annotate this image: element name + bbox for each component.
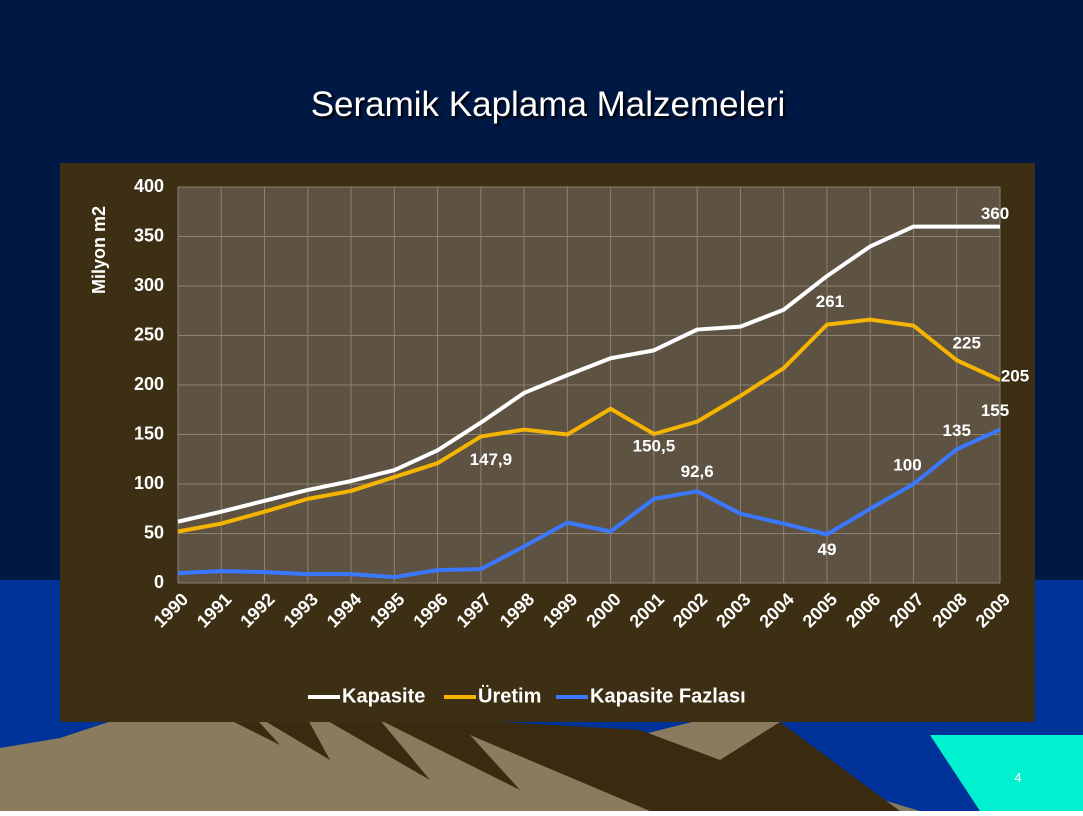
data-label: 150,5 <box>633 436 676 455</box>
data-label: 49 <box>817 540 836 559</box>
y-tick-label: 250 <box>134 324 164 344</box>
data-label: 100 <box>893 455 921 474</box>
slide: 4 Seramik Kaplama Malzemeleri Milyon m2 … <box>0 0 1083 811</box>
data-label: 261 <box>816 292 844 311</box>
y-tick-label: 350 <box>134 225 164 245</box>
y-axis-label: Milyon m2 <box>89 206 109 294</box>
data-label: 147,9 <box>470 450 513 469</box>
y-tick-label: 0 <box>154 572 164 592</box>
y-tick-label: 200 <box>134 374 164 394</box>
legend-label: Kapasite <box>342 685 425 707</box>
legend-label: Kapasite Fazlası <box>590 685 746 707</box>
data-label: 135 <box>943 421 971 440</box>
y-tick-label: 150 <box>134 423 164 443</box>
slide-title: Seramik Kaplama Malzemeleri <box>311 85 786 124</box>
page: 4 Seramik Kaplama Malzemeleri Milyon m2 … <box>0 0 1083 811</box>
data-label: 205 <box>1001 367 1029 386</box>
data-label: 225 <box>953 334 981 353</box>
data-label: 92,6 <box>681 462 714 481</box>
data-label: 155 <box>981 401 1009 420</box>
y-tick-label: 50 <box>144 522 164 542</box>
data-label: 360 <box>981 204 1009 223</box>
legend-label: Üretim <box>478 684 541 707</box>
y-tick-label: 100 <box>134 473 164 493</box>
slide-number: 4 <box>1014 770 1021 785</box>
y-tick-label: 300 <box>134 275 164 295</box>
y-tick-label: 400 <box>134 176 164 196</box>
